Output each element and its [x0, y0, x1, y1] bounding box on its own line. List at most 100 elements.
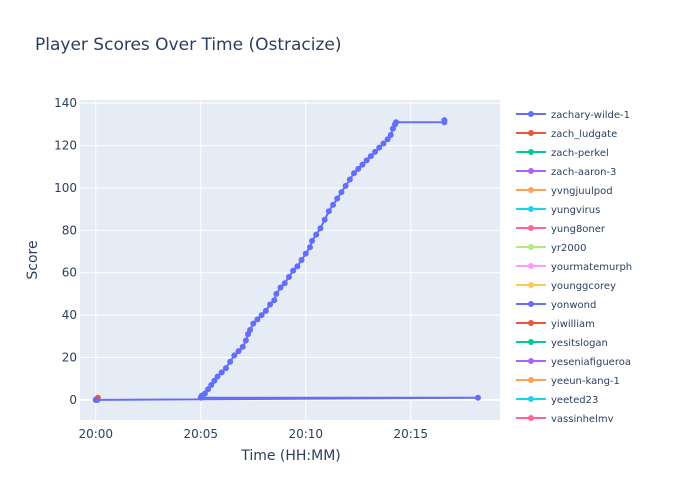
data-point [380, 140, 387, 147]
y-tick-labels: 0 20 40 60 80 100 120 140 [54, 96, 77, 407]
chart-title: Player Scores Over Time (Ostracize) [35, 35, 342, 55]
data-point [298, 257, 305, 263]
series-zachary-wilde-1 [92, 117, 481, 403]
legend-item[interactable]: yiwilliam [516, 319, 595, 330]
x-tick-labels: 20:00 20:05 20:10 20:15 [78, 427, 428, 441]
legend-item[interactable]: yeseniafigueroa [516, 357, 631, 368]
legend-label: yeeun-kang-1 [551, 376, 620, 387]
data-point [285, 273, 292, 280]
legend-label: yung8oner [551, 224, 606, 235]
legend-label: yungvirus [551, 205, 600, 216]
legend-item[interactable]: yr2000 [516, 243, 586, 254]
data-point [262, 307, 269, 314]
data-point [273, 290, 280, 297]
legend-label: yr2000 [551, 243, 586, 254]
legend-item[interactable]: yungvirus [516, 205, 600, 216]
data-point [254, 316, 261, 323]
legend-marker [528, 187, 534, 193]
y-tick-label: 20 [62, 350, 77, 364]
data-point [355, 165, 362, 172]
data-point [211, 377, 218, 384]
data-point [372, 148, 379, 155]
x-tick-label: 20:00 [78, 427, 113, 441]
data-point [267, 301, 274, 308]
data-point [218, 369, 225, 376]
data-point [281, 280, 288, 287]
legend-label: younggcorey [551, 281, 616, 292]
legend-marker [528, 358, 534, 364]
legend-label: yvngjuulpod [551, 186, 613, 197]
legend-label: yassinhelmy [551, 414, 614, 425]
data-point [290, 267, 297, 274]
data-point [250, 320, 257, 327]
legend[interactable]: zachary-wilde-1 zach_ludgate zach-perkel za… [516, 110, 632, 425]
legend-label: yourmatemurph [551, 262, 632, 273]
x-tick-label: 20:15 [393, 427, 428, 441]
data-point [321, 216, 328, 223]
legend-item[interactable]: yourmatemurph [516, 262, 632, 273]
data-point [294, 263, 301, 270]
data-point [239, 343, 246, 350]
legend-item[interactable]: yung8oner [516, 224, 606, 235]
legend-item[interactable]: yeeted23 [516, 395, 598, 406]
data-point [346, 176, 353, 183]
data-point [242, 337, 249, 344]
legend-item[interactable]: yeeun-kang-1 [516, 376, 620, 387]
y-tick-label: 80 [62, 223, 77, 237]
data-point [351, 170, 358, 177]
legend-label: yonwond [551, 300, 596, 311]
data-point [387, 131, 394, 138]
data-point [334, 195, 341, 202]
data-point [92, 396, 99, 403]
data-point [205, 386, 212, 393]
series-layer [92, 117, 481, 403]
y-tick-label: 100 [54, 181, 77, 195]
legend-label: zachary-wilde-1 [551, 110, 630, 121]
legend-item[interactable]: younggcorey [516, 281, 616, 292]
data-point [309, 237, 316, 244]
data-point [317, 225, 324, 232]
data-point [271, 297, 278, 304]
data-point [330, 201, 337, 208]
legend-marker [528, 130, 534, 136]
data-point [359, 161, 366, 168]
data-point [302, 250, 309, 257]
legend-marker [528, 282, 534, 288]
legend-item[interactable]: zach-aaron-3 [516, 167, 616, 178]
plot-area [80, 100, 500, 420]
legend-item[interactable]: zach_ludgate [516, 129, 617, 140]
data-point [306, 244, 313, 251]
data-point [325, 208, 332, 215]
legend-marker [528, 225, 534, 231]
legend-marker [528, 149, 534, 155]
y-axis-title: Score [25, 240, 41, 279]
data-point [235, 348, 242, 355]
legend-item[interactable]: yvngjuulpod [516, 186, 613, 197]
data-point [231, 352, 238, 359]
data-point [313, 231, 320, 238]
legend-marker [528, 111, 534, 117]
legend-label: zach_ludgate [551, 129, 617, 140]
legend-label: yeeted23 [551, 395, 598, 406]
data-point [277, 284, 284, 291]
data-point [376, 144, 383, 151]
data-point [363, 157, 370, 164]
legend-item[interactable]: zachary-wilde-1 [516, 110, 630, 121]
data-point [258, 312, 265, 319]
legend-item[interactable]: yonwond [516, 300, 596, 311]
data-point [338, 189, 345, 196]
legend-marker [528, 377, 534, 383]
data-point [227, 358, 234, 365]
legend-item[interactable]: zach-perkel [516, 148, 609, 159]
data-point [201, 390, 208, 397]
x-tick-label: 20:10 [288, 427, 323, 441]
legend-label: yesitslogan [551, 338, 608, 349]
legend-marker [528, 339, 534, 345]
y-tick-label: 0 [69, 393, 77, 407]
legend-label: yeseniafigueroa [551, 357, 631, 368]
legend-item[interactable]: yassinhelmy [516, 414, 614, 425]
legend-marker [528, 396, 534, 402]
data-point [247, 326, 254, 333]
legend-item[interactable]: yesitslogan [516, 338, 608, 349]
legend-marker [528, 244, 534, 250]
